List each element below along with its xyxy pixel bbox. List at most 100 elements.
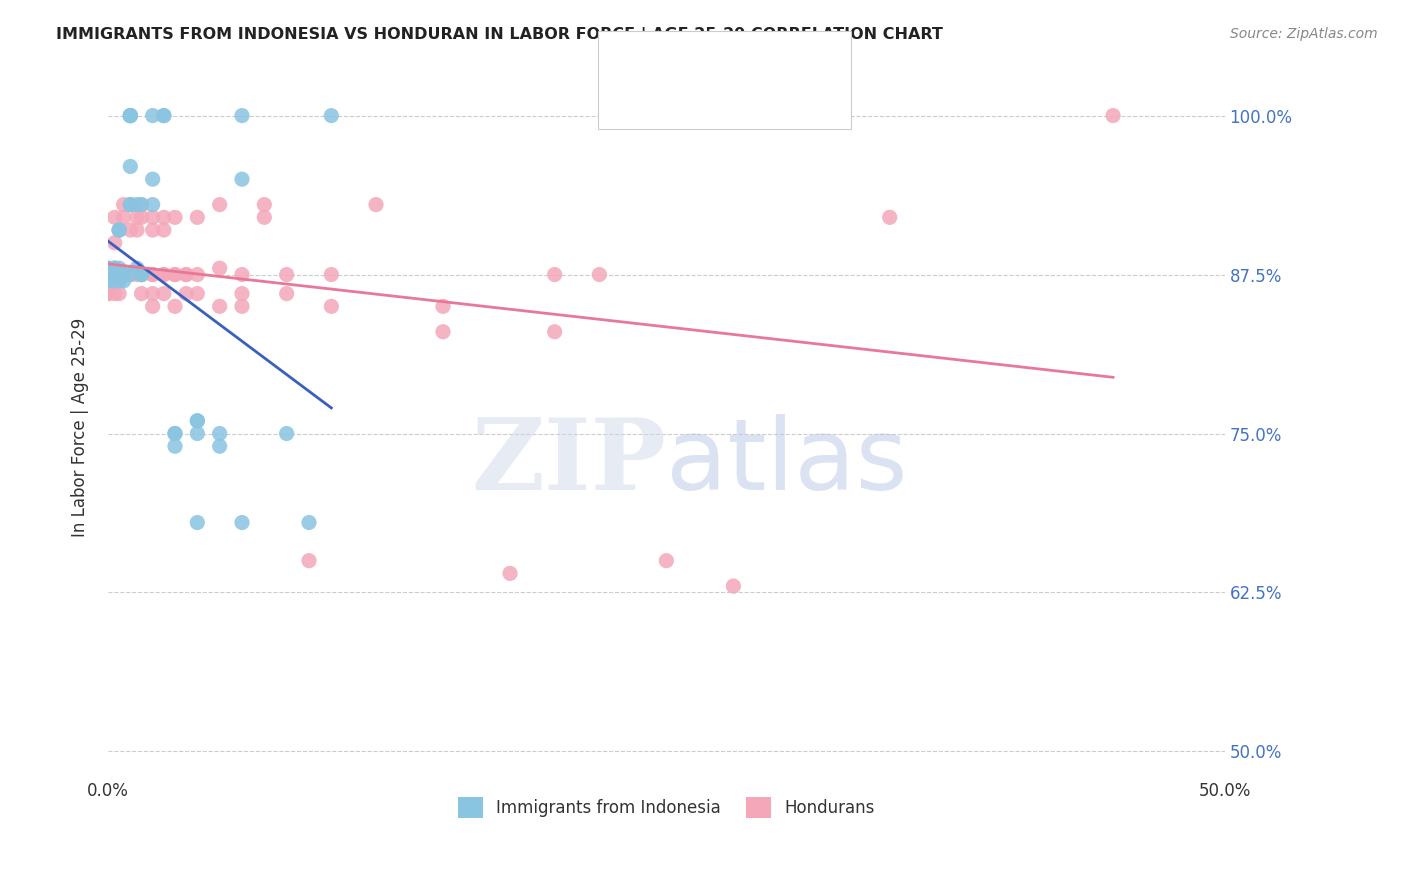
Point xyxy=(120,197,142,211)
Point xyxy=(186,516,208,530)
Point xyxy=(120,223,142,237)
Point xyxy=(104,261,127,276)
Point xyxy=(131,268,153,282)
Point xyxy=(108,223,131,237)
Point xyxy=(125,223,148,237)
Point xyxy=(321,109,343,123)
Point xyxy=(97,268,120,282)
Point xyxy=(108,268,131,282)
Point xyxy=(97,268,120,282)
Point xyxy=(97,261,120,276)
Text: IMMIGRANTS FROM INDONESIA VS HONDURAN IN LABOR FORCE | AGE 25-29 CORRELATION CHA: IMMIGRANTS FROM INDONESIA VS HONDURAN IN… xyxy=(56,27,943,43)
Point xyxy=(153,223,176,237)
Point xyxy=(879,211,901,225)
Point xyxy=(112,197,135,211)
Point xyxy=(321,268,343,282)
Point xyxy=(97,274,120,288)
Point xyxy=(231,299,253,313)
Point xyxy=(231,109,253,123)
Point xyxy=(142,197,165,211)
Point xyxy=(298,554,321,568)
Point xyxy=(186,414,208,428)
Point xyxy=(104,261,127,276)
Point xyxy=(131,197,153,211)
Point xyxy=(588,268,610,282)
Point xyxy=(432,325,454,339)
Point xyxy=(131,211,153,225)
Point xyxy=(120,109,142,123)
Point xyxy=(163,268,186,282)
Point xyxy=(120,160,142,174)
Point xyxy=(723,579,745,593)
Text: R =: R = xyxy=(619,58,681,76)
Text: 0.439: 0.439 xyxy=(661,58,717,76)
Point xyxy=(253,197,276,211)
Point xyxy=(112,268,135,282)
Point xyxy=(97,268,120,282)
Point xyxy=(186,211,208,225)
Point xyxy=(108,274,131,288)
Text: atlas: atlas xyxy=(666,414,908,510)
Point xyxy=(108,286,131,301)
Point xyxy=(125,268,148,282)
Point xyxy=(104,268,127,282)
Point xyxy=(120,109,142,123)
Point xyxy=(142,109,165,123)
Point xyxy=(131,268,153,282)
Point xyxy=(131,268,153,282)
Point xyxy=(97,268,120,282)
Y-axis label: In Labor Force | Age 25-29: In Labor Force | Age 25-29 xyxy=(72,318,89,537)
Point xyxy=(97,268,120,282)
Point xyxy=(163,426,186,441)
Point xyxy=(276,426,298,441)
Point xyxy=(120,109,142,123)
Point xyxy=(120,197,142,211)
Point xyxy=(186,414,208,428)
Point xyxy=(253,211,276,225)
Point xyxy=(163,211,186,225)
Point xyxy=(97,261,120,276)
Point xyxy=(97,268,120,282)
Point xyxy=(108,223,131,237)
Text: N =: N = xyxy=(724,85,782,103)
Point xyxy=(174,268,197,282)
Point xyxy=(125,211,148,225)
Point xyxy=(104,235,127,250)
Point xyxy=(174,286,197,301)
Point xyxy=(142,211,165,225)
Point xyxy=(544,325,567,339)
Point xyxy=(120,268,142,282)
Point xyxy=(231,286,253,301)
Text: R =: R = xyxy=(619,85,681,103)
Point xyxy=(142,268,165,282)
Point xyxy=(186,426,208,441)
Point xyxy=(108,223,131,237)
Point xyxy=(153,109,176,123)
Point xyxy=(153,286,176,301)
Point xyxy=(104,211,127,225)
Point xyxy=(298,516,321,530)
Point xyxy=(208,261,231,276)
Point xyxy=(104,274,127,288)
Point xyxy=(104,286,127,301)
Point xyxy=(208,426,231,441)
Point xyxy=(163,299,186,313)
Point xyxy=(208,439,231,453)
Text: Source: ZipAtlas.com: Source: ZipAtlas.com xyxy=(1230,27,1378,41)
Point xyxy=(120,268,142,282)
Point xyxy=(104,268,127,282)
Point xyxy=(142,299,165,313)
Text: ZIP: ZIP xyxy=(471,414,666,510)
Point xyxy=(153,268,176,282)
Point xyxy=(364,197,387,211)
Point xyxy=(231,516,253,530)
Point xyxy=(131,197,153,211)
Point xyxy=(499,566,522,581)
Point xyxy=(97,286,120,301)
Point xyxy=(131,286,153,301)
Point xyxy=(432,299,454,313)
Point xyxy=(108,268,131,282)
Point xyxy=(112,268,135,282)
Point xyxy=(104,268,127,282)
Point xyxy=(125,261,148,276)
